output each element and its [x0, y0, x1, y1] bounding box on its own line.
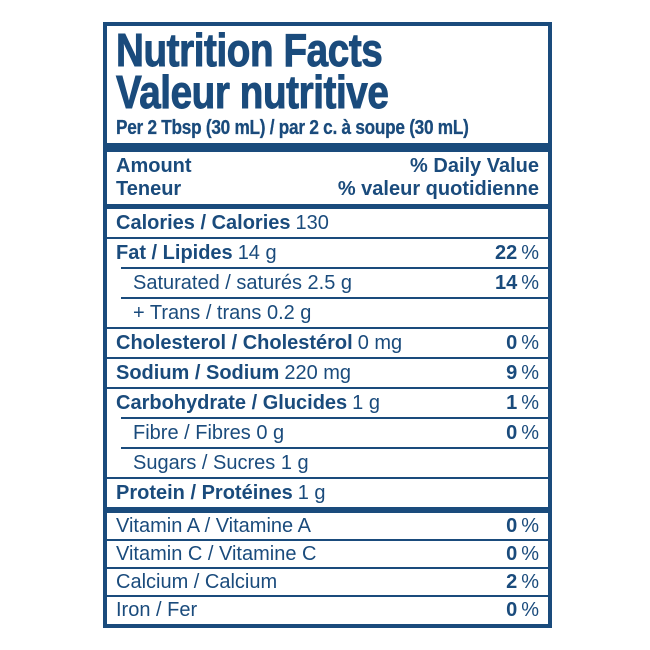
row-fibre: Fibre / Fibres 0 g 0%: [133, 422, 539, 444]
amount-header-fr: Teneur: [116, 178, 182, 200]
thick-divider-bar: [107, 143, 548, 152]
nutrition-label: Nutrition Facts Valeur nutritive Per 2 T…: [103, 22, 552, 628]
separator-line: [107, 477, 548, 479]
separator-line: [107, 539, 548, 541]
row-carbohydrate: Carbohydrate / Glucides 1 g 1%: [116, 392, 539, 414]
separator-line-indented: [121, 447, 548, 449]
separator-line-indented: [121, 297, 548, 299]
separator-line: [107, 595, 548, 597]
separator-line: [107, 237, 548, 239]
row-sugars: Sugars / Sucres 1 g: [133, 452, 309, 474]
title-fr: Valeur nutritive: [116, 66, 390, 118]
separator-line: [107, 327, 548, 329]
daily-value-header-en: % Daily Value: [410, 155, 539, 177]
medium-divider-bar: [107, 204, 548, 209]
separator-line: [107, 387, 548, 389]
separator-line-indented: [121, 417, 548, 419]
section-divider-bar: [107, 507, 548, 513]
separator-line: [107, 567, 548, 569]
row-fat: Fat / Lipides 14 g 22%: [116, 242, 539, 264]
row-calcium: Calcium / Calcium 2%: [116, 571, 539, 593]
row-sodium: Sodium / Sodium 220 mg 9%: [116, 362, 539, 384]
separator-line-indented: [121, 267, 548, 269]
title-en: Nutrition Facts: [116, 24, 384, 76]
row-calories: Calories / Calories 130: [116, 212, 329, 234]
column-header-line-fr: Teneur % valeur quotidienne: [116, 178, 539, 201]
serving-size-line: Per 2 Tbsp (30 mL) / par 2 c. à soupe (3…: [116, 117, 469, 139]
row-iron: Iron / Fer 0%: [116, 599, 539, 621]
row-vitamin-a: Vitamin A / Vitamine A 0%: [116, 515, 539, 537]
separator-line: [107, 357, 548, 359]
row-trans-fat: + Trans / trans 0.2 g: [133, 302, 312, 324]
row-protein: Protein / Protéines 1 g: [116, 482, 326, 504]
amount-header-en: Amount: [116, 155, 192, 177]
daily-value-header-fr: % valeur quotidienne: [337, 178, 539, 200]
column-header-line-en: Amount % Daily Value: [116, 155, 539, 178]
row-saturated-fat: Saturated / saturés 2.5 g 14%: [133, 272, 539, 294]
column-headers: Amount % Daily Value Teneur % valeur quo…: [116, 152, 539, 204]
row-cholesterol: Cholesterol / Cholestérol 0 mg 0%: [116, 332, 539, 354]
row-vitamin-c: Vitamin C / Vitamine C 0%: [116, 543, 539, 565]
